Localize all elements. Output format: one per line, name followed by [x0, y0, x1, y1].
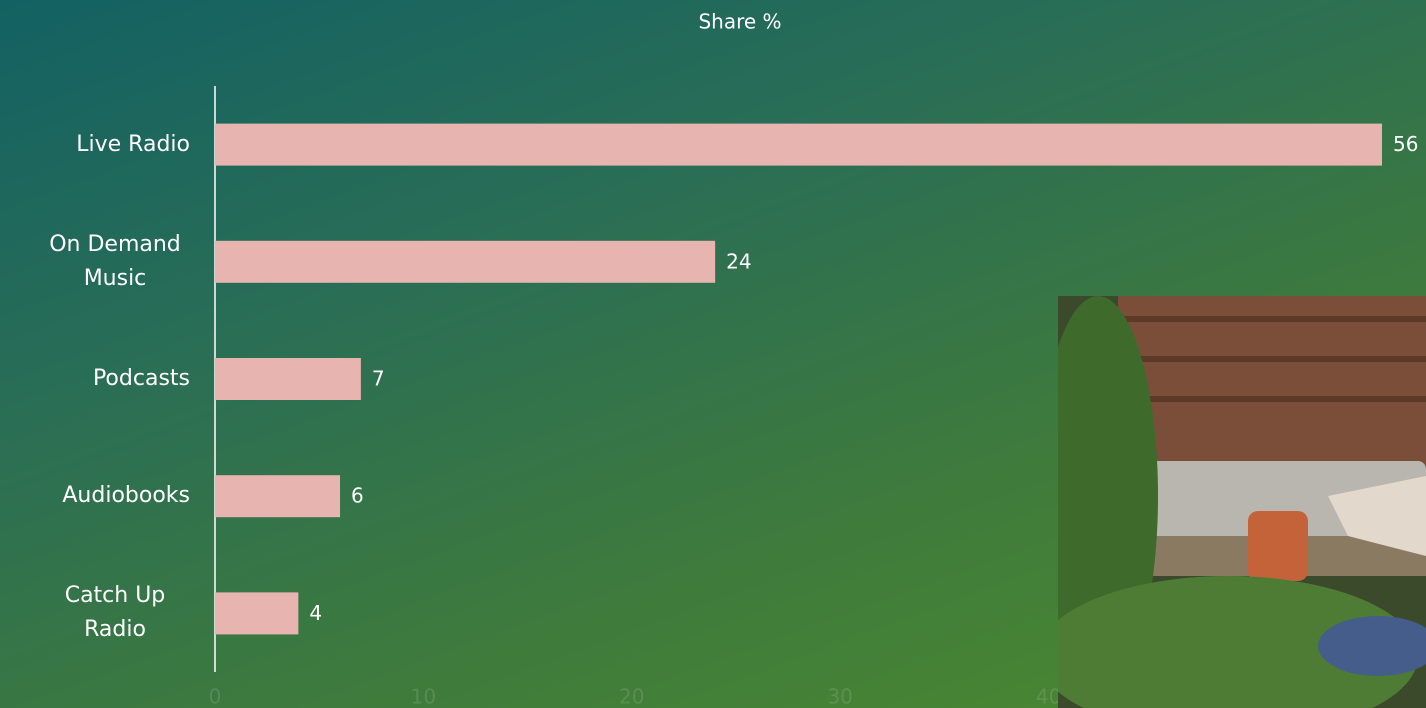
bar — [215, 592, 299, 635]
data-label: 56 — [1393, 132, 1418, 156]
x-tick-label: 30 — [827, 685, 852, 708]
photo — [1058, 296, 1426, 708]
data-label: 7 — [372, 367, 385, 391]
data-label: 4 — [309, 601, 322, 625]
bar — [215, 475, 341, 518]
data-label: 24 — [726, 249, 751, 273]
x-tick-label: 20 — [619, 685, 644, 708]
y-tick-label: Podcasts — [92, 366, 190, 391]
chart-title: Share % — [698, 10, 781, 34]
x-tick-label: 10 — [411, 685, 436, 708]
photo-art — [1058, 296, 1426, 708]
x-tick-label: 40 — [1036, 685, 1061, 708]
bar — [215, 358, 361, 400]
y-tick-label: On Demand Music — [49, 231, 181, 291]
y-tick-label: Live Radio — [76, 131, 190, 157]
bar — [215, 123, 1382, 166]
x-tick-label: 0 — [209, 685, 222, 708]
data-label: 6 — [351, 484, 364, 508]
y-tick-label: Audiobooks — [62, 483, 190, 509]
y-tick-label: Catch Up Radio — [64, 583, 166, 643]
bar — [215, 240, 716, 283]
